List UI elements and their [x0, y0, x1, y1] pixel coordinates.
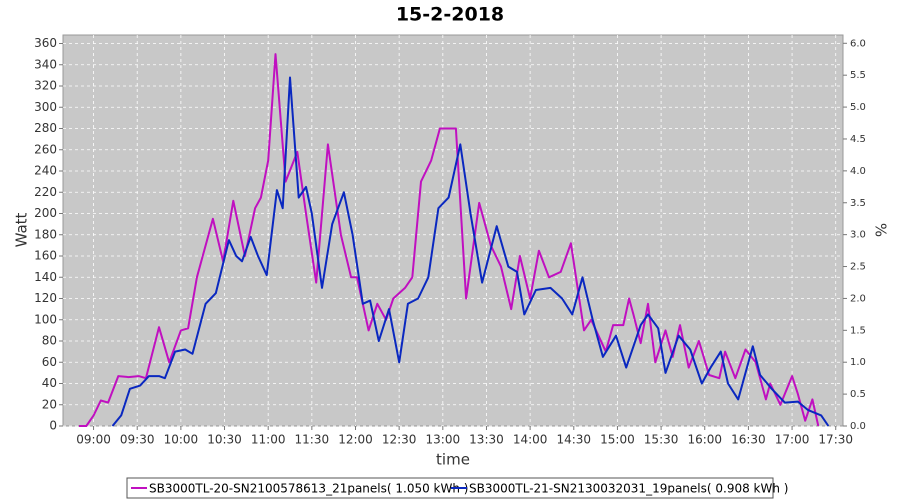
y2-tick-label: 6.0	[850, 38, 866, 49]
y-tick-label: 60	[42, 355, 57, 369]
y-tick-label: 160	[34, 249, 57, 263]
y-tick-label: 300	[34, 100, 57, 114]
x-tick-label: 12:00	[338, 433, 373, 447]
y-tick-label: 220	[34, 185, 57, 199]
series-line	[79, 53, 820, 427]
x-tick-label: 11:30	[295, 433, 330, 447]
y-tick-label: 200	[34, 206, 57, 220]
y-tick-label: 360	[34, 36, 57, 50]
y-tick-label: 320	[34, 79, 57, 93]
legend	[126, 477, 774, 499]
y-tick-label: 0	[49, 419, 57, 433]
x-tick-label: 10:00	[164, 433, 199, 447]
y-tick-label: 140	[34, 270, 57, 284]
y2-tick-label: 1.0	[850, 357, 866, 368]
y2-tick-label: 5.0	[850, 102, 866, 113]
y2-tick-label: 2.0	[850, 293, 866, 304]
y-tick-label: 100	[34, 312, 57, 326]
y-tick-label: 80	[42, 334, 57, 348]
legend-label: SB3000TL-20-SN2100578613_21panels( 1.050…	[149, 482, 468, 496]
x-tick-label: 12:30	[382, 433, 417, 447]
x-tick-label: 16:00	[687, 433, 722, 447]
y-tick-label: 260	[34, 142, 57, 156]
x-tick-label: 13:30	[469, 433, 504, 447]
x-tick-label: 15:00	[600, 433, 635, 447]
y2-tick-label: 2.5	[850, 262, 866, 273]
x-tick-label: 14:00	[513, 433, 548, 447]
y2-tick-label: 1.5	[850, 325, 866, 336]
y-tick-label: 20	[42, 397, 57, 411]
plot-area	[62, 34, 844, 427]
chart-title: 15-2-2018	[396, 4, 504, 26]
y-tick-label: 180	[34, 227, 57, 241]
y2-tick-label: 4.0	[850, 166, 866, 177]
x-tick-label: 09:30	[120, 433, 155, 447]
y2-tick-label: 3.0	[850, 230, 866, 241]
y2-tick-label: 0.0	[850, 421, 866, 432]
series-line	[111, 76, 830, 427]
y2-tick-label: 5.5	[850, 70, 866, 81]
y-tick-label: 40	[42, 376, 57, 390]
y2-tick-label: 3.5	[850, 198, 866, 209]
x-tick-label: 10:30	[207, 433, 242, 447]
x-tick-label: 15:30	[644, 433, 679, 447]
x-tick-label: 17:00	[775, 433, 810, 447]
x-tick-label: 13:00	[426, 433, 461, 447]
x-axis-title: time	[436, 451, 470, 469]
x-tick-label: 11:00	[251, 433, 286, 447]
x-tick-label: 17:30	[818, 433, 853, 447]
y-axis-title: Watt	[13, 212, 31, 247]
x-tick-label: 16:30	[731, 433, 766, 447]
y-tick-label: 280	[34, 121, 57, 135]
y-tick-label: 120	[34, 291, 57, 305]
x-tick-label: 09:00	[76, 433, 111, 447]
y2-axis-title: %	[872, 223, 890, 237]
y2-tick-label: 4.5	[850, 134, 866, 145]
y-tick-label: 340	[34, 57, 57, 71]
legend-label: SB3000TL-21-SN2130032031_19panels( 0.908…	[469, 482, 788, 496]
y2-tick-label: 0.5	[850, 389, 866, 400]
x-tick-label: 14:30	[556, 433, 591, 447]
y-tick-label: 240	[34, 164, 57, 178]
